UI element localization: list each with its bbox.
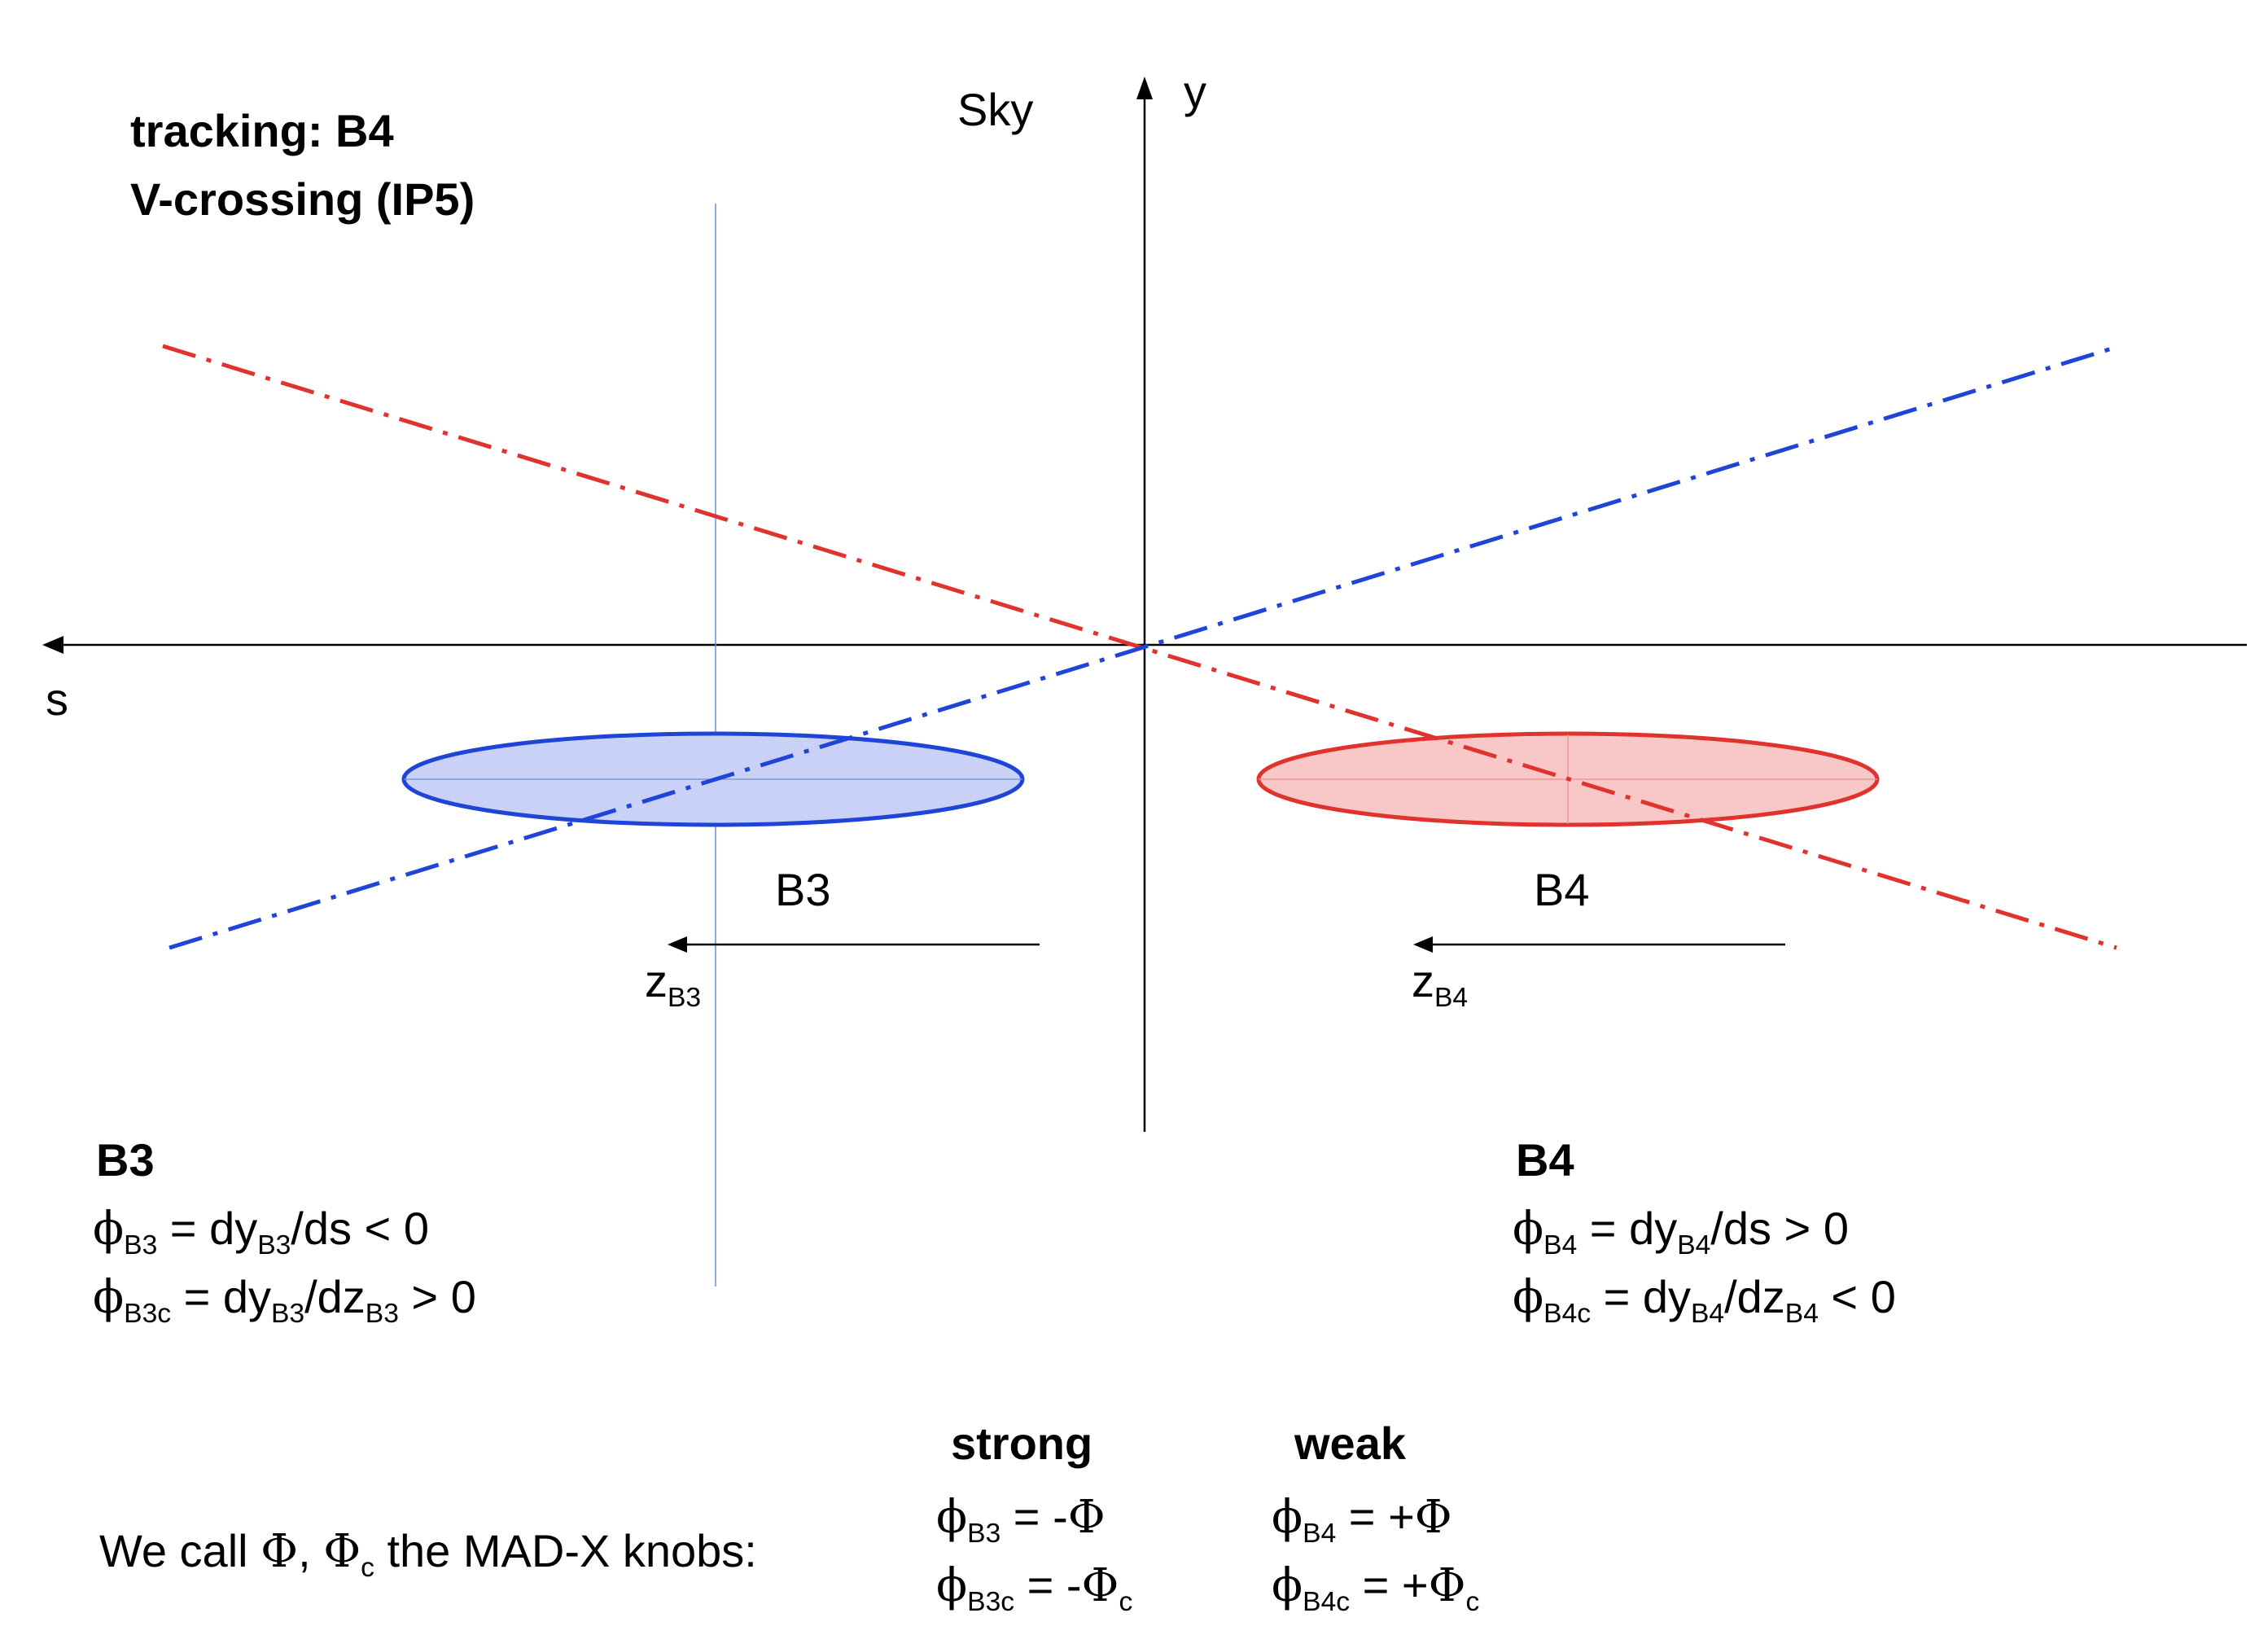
weak-eq-1: ϕB4 = +Φ — [1272, 1491, 1452, 1549]
b4-eq-phi: ϕB4 = dyB4/ds > 0 — [1513, 1203, 1849, 1260]
s-axis-arrowhead — [42, 636, 63, 654]
b3-eq-phic: ϕB3c = dyB3/dzB3 > 0 — [93, 1271, 476, 1329]
strong-header: strong — [951, 1418, 1093, 1469]
z-b3-label: zB3 — [645, 955, 702, 1013]
b3-block-title: B3 — [96, 1134, 155, 1186]
z-b4-label: zB4 — [1412, 955, 1469, 1013]
b4-beam-label: B4 — [1534, 864, 1590, 915]
y-axis-arrowhead — [1136, 77, 1153, 99]
strong-eq-2: ϕB3c = -Φc — [936, 1559, 1133, 1617]
sky-label: Sky — [957, 84, 1034, 135]
header-tracking: tracking: B4 — [130, 105, 394, 156]
strong-eq-1: ϕB3 = -Φ — [936, 1491, 1106, 1549]
z-b4-arrowhead — [1413, 936, 1433, 953]
b3-beam-label: B3 — [775, 864, 831, 915]
b3-trajectory-line — [169, 344, 2121, 950]
b4-eq-phic: ϕB4c = dyB4/dzB4 < 0 — [1513, 1271, 1896, 1329]
s-axis-label: s — [46, 673, 68, 725]
b3-eq-phi: ϕB3 = dyB3/ds < 0 — [93, 1203, 429, 1260]
weak-header: weak — [1294, 1418, 1406, 1469]
b4-block-title: B4 — [1516, 1134, 1574, 1186]
z-b3-arrowhead — [668, 936, 687, 953]
header-crossing: V-crossing (IP5) — [130, 173, 475, 225]
y-axis-label: y — [1184, 66, 1206, 117]
knobs-intro: We call Φ, Φc the MAD-X knobs: — [99, 1525, 757, 1583]
weak-eq-2: ϕB4c = +Φc — [1272, 1559, 1480, 1617]
